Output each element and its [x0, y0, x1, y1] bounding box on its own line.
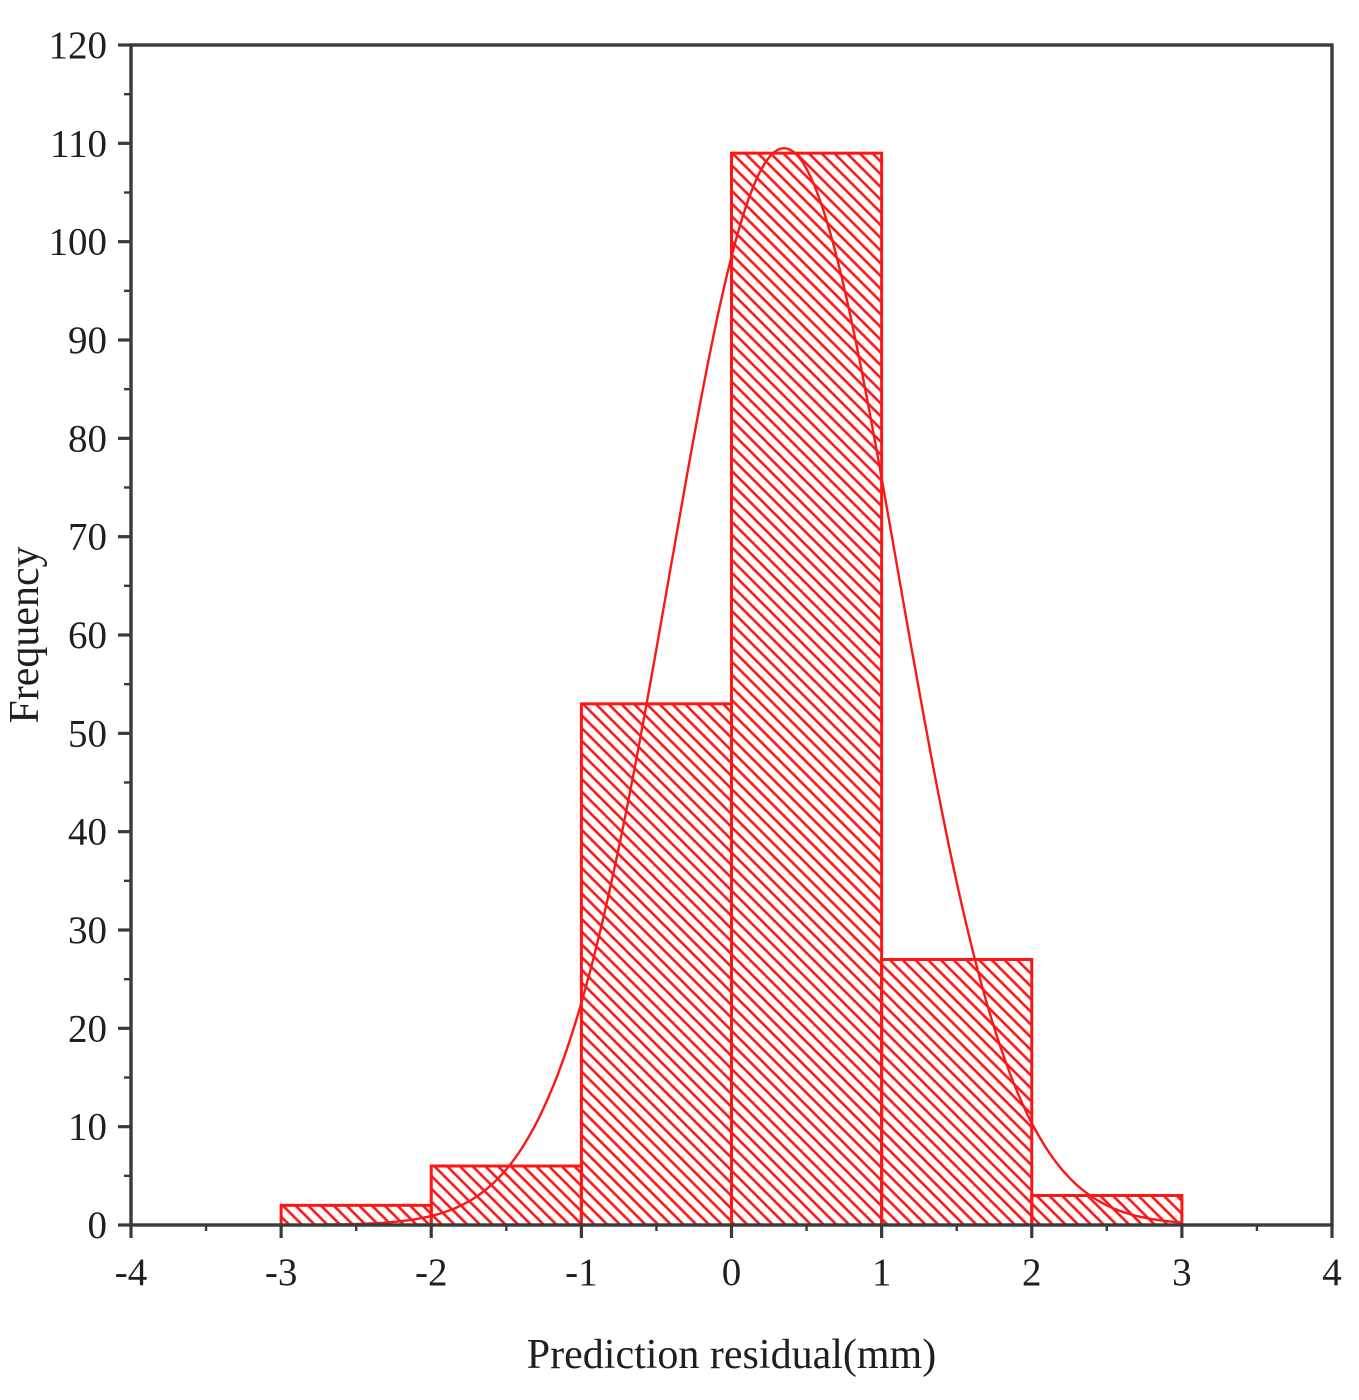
- tick-label: 90: [68, 319, 107, 362]
- histogram-bar: [429, 1164, 583, 1227]
- tick-label: 30: [68, 909, 107, 952]
- tick-label: -3: [265, 1251, 298, 1294]
- axis-ticks: [118, 43, 1334, 1238]
- tick-label: 20: [68, 1007, 107, 1050]
- tick-label: 40: [68, 811, 107, 854]
- tick-label: 0: [722, 1251, 742, 1294]
- tick-label: 1: [872, 1251, 892, 1294]
- tick-label: 2: [1022, 1251, 1042, 1294]
- tick-label: 110: [50, 122, 107, 165]
- gaussian-fit-curve: [281, 147, 1182, 1227]
- histogram-bar: [880, 958, 1034, 1227]
- histogram-bar: [279, 1203, 433, 1227]
- tick-label: 80: [68, 417, 107, 460]
- tick-label: -2: [415, 1251, 448, 1294]
- fit-curve-line: [281, 147, 1182, 1227]
- y-axis-title: Frequency: [2, 546, 48, 723]
- tick-label: 0: [88, 1204, 108, 1247]
- tick-label: 4: [1322, 1251, 1342, 1294]
- tick-label: 100: [49, 221, 108, 264]
- tick-label: -1: [565, 1251, 598, 1294]
- histogram-bar: [579, 702, 733, 1227]
- tick-label: 50: [68, 712, 107, 755]
- tick-label: 70: [68, 516, 107, 559]
- tick-label: 60: [68, 614, 107, 657]
- tick-label: 3: [1172, 1251, 1192, 1294]
- axis-tick-labels: 0 10 20 30 40 50 60 70 80 90 100 110 120 -4 -3 -2 -1 0 1 2 3…: [49, 24, 1342, 1294]
- histogram-bar: [730, 151, 884, 1227]
- x-axis-title: Prediction residual(mm): [527, 1332, 936, 1378]
- tick-label: 10: [68, 1106, 107, 1149]
- histogram-bars: [279, 151, 1184, 1227]
- tick-label: -4: [115, 1251, 148, 1294]
- tick-label: 120: [49, 24, 108, 67]
